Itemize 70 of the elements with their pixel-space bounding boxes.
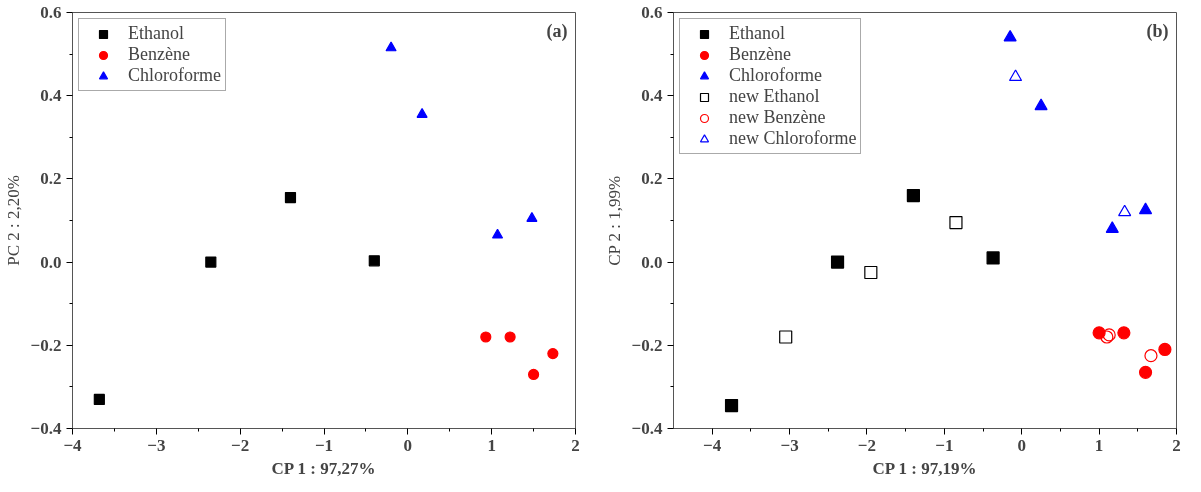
y-axis-title: CP 2 : 1,99% [604, 175, 624, 266]
point [547, 348, 559, 360]
point [1008, 69, 1023, 82]
y-tick-label: 0.4 [641, 86, 663, 106]
legend-label: new Benzène [729, 107, 826, 128]
point [1117, 326, 1131, 340]
point [526, 212, 538, 222]
x-axis-title: CP 1 : 97,19% [872, 458, 977, 478]
x-tick-label: 2 [1172, 435, 1181, 455]
x-tick-label: 0 [403, 435, 413, 455]
legend-label: Chloroforme [128, 65, 221, 86]
point [864, 265, 878, 280]
point [1003, 29, 1017, 42]
x-tick-label: 0 [1017, 435, 1026, 455]
point [504, 331, 516, 343]
point [1138, 365, 1153, 379]
x-tick-label: −2 [857, 435, 877, 455]
point [1105, 221, 1119, 233]
x-tick-label: −2 [231, 435, 250, 455]
point [480, 331, 492, 343]
y-tick-label: −0.2 [631, 335, 663, 355]
point [284, 192, 297, 204]
x-tick-label: 1 [1094, 435, 1104, 455]
annotation: (a) [546, 20, 568, 42]
point [1158, 342, 1172, 357]
y-tick-label: −0.2 [30, 335, 62, 355]
legend-label: new Chloroforme [729, 128, 857, 149]
point [1034, 98, 1048, 111]
legend-label: Ethanol [729, 23, 785, 44]
legend-label: Chloroforme [729, 65, 822, 86]
x-tick-label: −4 [703, 435, 722, 455]
x-tick-label: 2 [571, 435, 580, 455]
point [986, 251, 1000, 265]
x-tick-label: −1 [314, 435, 334, 455]
x-axis-title: CP 1 : 97,27% [271, 458, 376, 478]
y-tick-label: 0.4 [40, 86, 62, 106]
point [527, 368, 540, 381]
x-tick-label: −1 [935, 435, 954, 455]
point [830, 255, 845, 269]
legend-label: new Ethanol [729, 86, 820, 107]
y-tick-label: 0.2 [40, 169, 62, 189]
point [949, 215, 963, 230]
point [779, 330, 793, 344]
legend-label: Benzène [128, 44, 190, 65]
point [368, 255, 380, 267]
point [906, 188, 920, 203]
point [1138, 202, 1153, 215]
x-tick-label: −3 [780, 435, 799, 455]
legend-label: Ethanol [128, 23, 184, 44]
point [491, 228, 504, 239]
point [1144, 349, 1158, 363]
y-tick-label: −0.4 [30, 419, 62, 438]
point [205, 256, 217, 268]
y-tick-label: 0.2 [641, 169, 663, 189]
y-tick-label: 0.6 [641, 3, 663, 22]
point [1118, 204, 1132, 217]
y-axis-title: PC 2 : 2,20% [3, 175, 23, 266]
annotation: (b) [1146, 20, 1169, 42]
y-tick-label: 0.6 [40, 3, 62, 22]
point [385, 41, 397, 52]
point [416, 108, 428, 118]
point [93, 393, 105, 405]
y-tick-label: 0.0 [40, 252, 62, 272]
x-tick-label: −4 [63, 435, 83, 455]
legend-label: Benzène [729, 44, 791, 65]
x-tick-label: 1 [487, 435, 496, 455]
y-tick-label: −0.4 [631, 419, 663, 438]
x-tick-label: −3 [147, 435, 166, 455]
y-tick-label: 0.0 [641, 252, 663, 272]
point [724, 399, 739, 413]
